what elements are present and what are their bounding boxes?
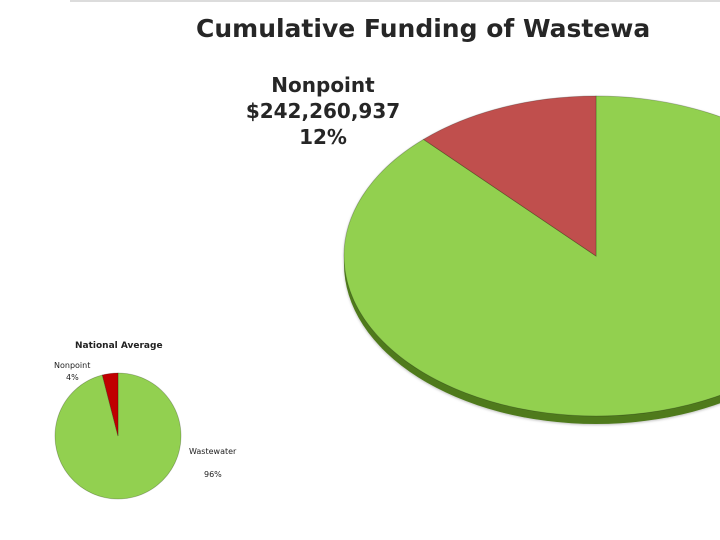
small-wastewater-percent: 96% xyxy=(204,470,222,479)
main-pie xyxy=(343,95,720,424)
national-average-pie-slice-nonpoint xyxy=(101,372,119,437)
small-wastewater-label: Wastewater xyxy=(189,447,237,456)
small-nonpoint-label: Nonpoint xyxy=(54,361,90,370)
national-average-pie-slice-wastewater xyxy=(54,372,182,500)
small-pie-title: National Average xyxy=(75,341,163,351)
small-nonpoint-percent: 4% xyxy=(66,373,79,382)
main-pie-slice-wastewater xyxy=(343,95,720,417)
national-average-pie xyxy=(54,372,182,500)
callout-amount: $242,260,937 xyxy=(245,99,401,123)
callout-percent: 12% xyxy=(299,125,347,149)
top-rule xyxy=(70,0,720,2)
callout-label: Nonpoint xyxy=(271,73,375,97)
nonpoint-callout: Nonpoint $242,260,937 12% xyxy=(212,72,434,150)
main-pie-slice-nonpoint xyxy=(422,95,597,257)
chart-title: Cumulative Funding of Wastewa xyxy=(196,14,651,43)
